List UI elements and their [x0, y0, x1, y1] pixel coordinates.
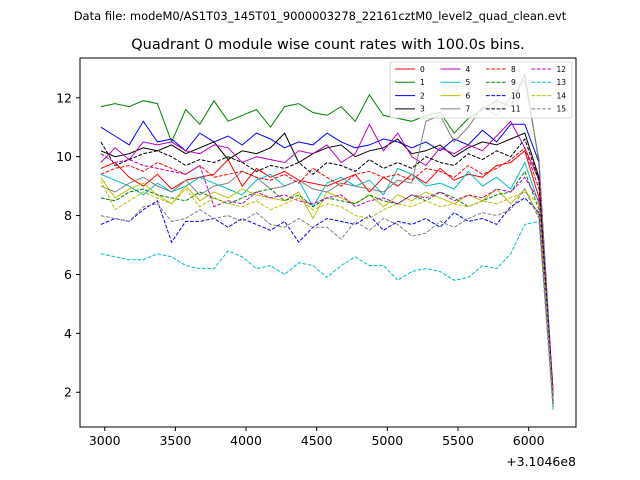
legend-label-7: 7: [466, 105, 471, 114]
series-line-5: [100, 161, 554, 405]
x-tick-label: 5000: [371, 433, 403, 448]
legend-label-9: 9: [511, 78, 516, 87]
series-line-14: [100, 179, 554, 402]
legend-label-10: 10: [511, 91, 521, 100]
series-line-11: [100, 137, 554, 402]
series-line-4: [100, 120, 554, 402]
legend-label-8: 8: [511, 65, 516, 74]
y-tick-label: 8: [64, 208, 72, 223]
legend-box: [389, 61, 573, 119]
x-tick-label: 5500: [442, 433, 474, 448]
chart-title: Quadrant 0 module wise count rates with …: [131, 37, 525, 53]
y-tick-label: 2: [64, 385, 72, 400]
legend-label-3: 3: [420, 105, 425, 114]
series-line-13: [100, 220, 554, 410]
series-line-12: [100, 153, 554, 402]
series-line-10: [100, 197, 554, 402]
plot-frame: [79, 57, 577, 428]
x-tick-label: 4500: [301, 433, 333, 448]
legend-label-5: 5: [466, 78, 471, 87]
series-line-15: [100, 188, 554, 408]
legend-label-2: 2: [420, 91, 425, 100]
legend-label-11: 11: [511, 105, 521, 114]
legend-label-1: 1: [420, 78, 425, 87]
legend-label-0: 0: [420, 65, 425, 74]
y-tick-label: 12: [56, 90, 72, 105]
series-line-3: [100, 132, 554, 399]
series-line-8: [100, 146, 554, 399]
y-tick-label: 10: [56, 149, 72, 164]
legend-label-13: 13: [557, 78, 567, 87]
legend-label-6: 6: [466, 91, 471, 100]
x-axis-offset-label: +3.1046e8: [506, 454, 576, 469]
legend-label-4: 4: [466, 65, 471, 74]
y-axis: 2 4 6 8 10 12: [56, 90, 80, 400]
legend-label-15: 15: [557, 105, 567, 114]
x-tick-label: 3500: [159, 433, 191, 448]
series-line-2: [100, 120, 554, 396]
legend-label-14: 14: [557, 91, 567, 100]
y-tick-label: 6: [64, 267, 72, 282]
x-tick-label: 6000: [513, 433, 545, 448]
plot-lines: [100, 72, 554, 410]
y-tick-label: 4: [64, 326, 72, 341]
x-tick-label: 3000: [89, 433, 121, 448]
x-axis: 3000 3500 4000 4500 5000 5500 6000: [89, 427, 545, 448]
series-line-0: [100, 149, 554, 390]
legend-label-12: 12: [557, 65, 567, 74]
figure-suptitle: Data file: modeM0/AS1T03_145T01_90000032…: [74, 9, 567, 23]
x-tick-label: 4000: [230, 433, 262, 448]
